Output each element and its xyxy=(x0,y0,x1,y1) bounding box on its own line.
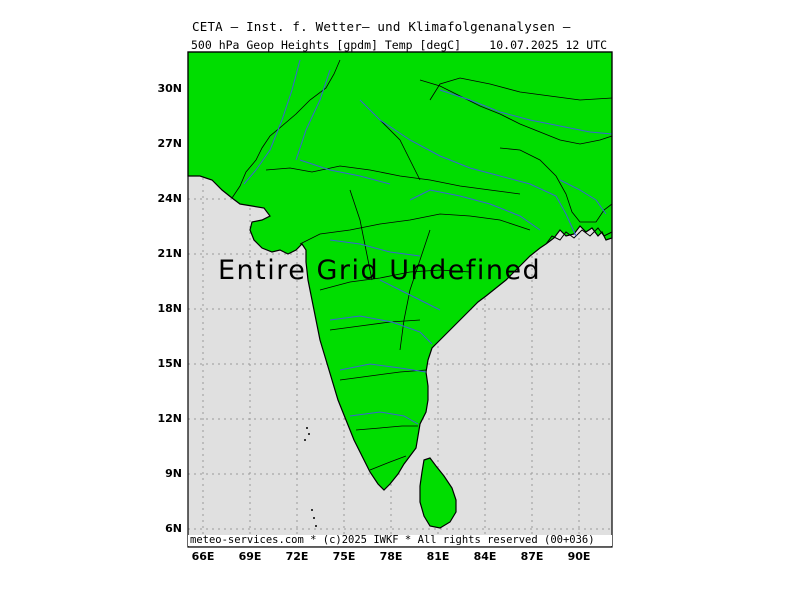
map-frame xyxy=(187,51,613,548)
lat-label: 30N xyxy=(157,82,182,95)
lat-label: 27N xyxy=(157,137,182,150)
chart-subtitle-bar: 500 hPa Geop Heights [gpdm] Temp [degC] … xyxy=(187,38,611,52)
lat-label: 6N xyxy=(165,522,182,535)
borders xyxy=(231,59,613,471)
land-sri-lanka xyxy=(419,457,457,529)
lon-label: 87E xyxy=(520,550,544,563)
lat-label: 24N xyxy=(157,192,182,205)
delta-coast xyxy=(545,227,613,245)
lat-label: 9N xyxy=(165,467,182,480)
lat-label: 21N xyxy=(157,247,182,260)
lat-label: 18N xyxy=(157,302,182,315)
lon-label: 75E xyxy=(332,550,356,563)
field-description: 500 hPa Geop Heights [gpdm] Temp [degC] xyxy=(191,38,462,52)
valid-time: 10.07.2025 12 UTC xyxy=(489,38,607,52)
lat-label: 15N xyxy=(157,357,182,370)
lon-label: 90E xyxy=(567,550,591,563)
lon-label: 66E xyxy=(191,550,215,563)
chart-title: CETA — Inst. f. Wetter— und Klimafolgena… xyxy=(192,19,571,34)
lon-label: 69E xyxy=(238,550,262,563)
no-data-message: Entire Grid Undefined xyxy=(218,255,542,286)
lon-label: 81E xyxy=(426,550,450,563)
land-mainland xyxy=(187,51,613,491)
copyright-footer: meteo-services.com * (c)2025 IWKF * All … xyxy=(188,535,612,546)
rivers xyxy=(243,59,613,425)
lon-label: 84E xyxy=(473,550,497,563)
lon-label: 78E xyxy=(379,550,403,563)
lon-label: 72E xyxy=(285,550,309,563)
lakshadweep-islands xyxy=(304,427,317,527)
lat-label: 12N xyxy=(157,412,182,425)
